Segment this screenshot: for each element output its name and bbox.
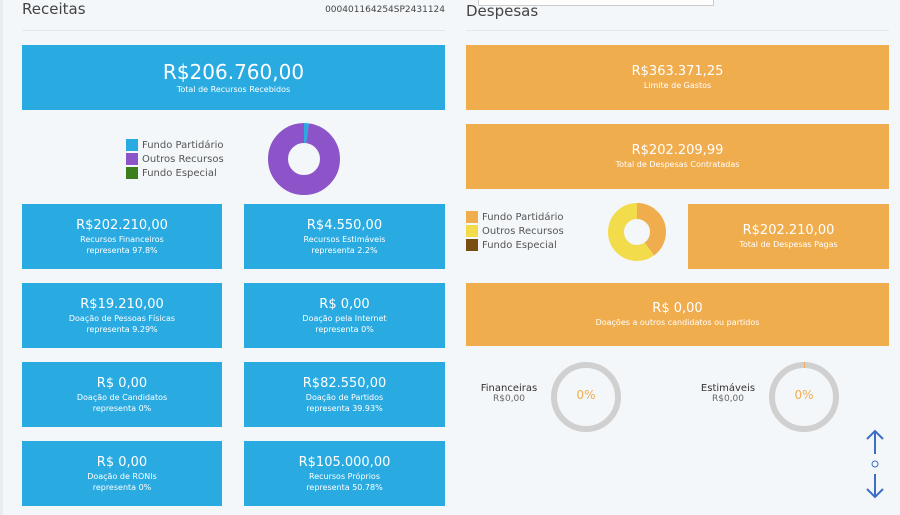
- card-label: Doação de Candidatos: [76, 392, 168, 402]
- gauge-estimaveis-text: Estimáveis R$0,00: [697, 383, 759, 404]
- gauge-estimaveis-pct: 0%: [794, 388, 814, 402]
- legend-swatch-fundo-partidario: [126, 139, 138, 151]
- gauge-track: [551, 362, 621, 432]
- card-pct: representa 97.8%: [86, 245, 158, 255]
- legend-swatch-outros-recursos: [126, 153, 138, 165]
- card-doacao-partidos: R$82.550,00 Doação de Partidos represent…: [244, 362, 445, 427]
- card-recursos-proprios: R$105.000,00 Recursos Próprios represent…: [244, 441, 445, 506]
- gauge-financeiras: [551, 362, 621, 432]
- receitas-total-label: Total de Recursos Recebidos: [176, 85, 291, 94]
- card-label: Recursos Financeiros: [80, 234, 164, 244]
- dot-indicator-icon[interactable]: [864, 456, 886, 472]
- card-amount: R$ 0,00: [319, 296, 370, 312]
- despesas-contratadas-card: R$202.209,99 Total de Despesas Contratad…: [466, 124, 889, 189]
- legend-swatch-fundo-especial: [126, 167, 138, 179]
- gauge-label: Estimáveis: [700, 383, 756, 394]
- gauge-value: R$0,00: [711, 394, 745, 404]
- card-amount: R$105.000,00: [298, 454, 391, 470]
- receitas-legend: Fundo Partidário Outros Recursos Fundo E…: [126, 138, 224, 180]
- legend-label: Fundo Especial: [142, 167, 217, 179]
- card-pct: representa 39.93%: [306, 403, 383, 413]
- card-amount: R$4.550,00: [306, 217, 383, 233]
- card-amount: R$82.550,00: [302, 375, 387, 391]
- despesas-pagas-card: R$202.210,00 Total de Despesas Pagas: [688, 204, 889, 269]
- legend-label: Outros Recursos: [482, 225, 564, 237]
- legend-swatch-fundo-especial: [466, 239, 478, 251]
- card-amount: R$ 0,00: [96, 375, 148, 391]
- legend-label: Outros Recursos: [142, 153, 224, 165]
- legend-item: Outros Recursos: [126, 152, 224, 166]
- pagas-amount: R$202.210,00: [742, 223, 835, 238]
- arrow-up-icon[interactable]: [864, 428, 886, 456]
- donut-slice[interactable]: [608, 203, 666, 261]
- legend-label: Fundo Partidário: [142, 139, 224, 151]
- legend-item: Fundo Partidário: [126, 138, 224, 152]
- card-pct: representa 0%: [315, 324, 374, 334]
- gauge-label: Financeiras: [480, 383, 538, 394]
- donut-slice[interactable]: [268, 123, 340, 195]
- contratadas-amount: R$202.209,99: [631, 143, 724, 158]
- card-doacao-candidatos: R$ 0,00 Doação de Candidatos representa …: [22, 362, 222, 427]
- gauge-value: R$0,00: [492, 394, 526, 404]
- arrow-down-icon[interactable]: [864, 472, 886, 500]
- receitas-donut-chart[interactable]: [268, 123, 340, 195]
- legend-swatch-fundo-partidario: [466, 211, 478, 223]
- legend-label: Fundo Partidário: [482, 211, 564, 223]
- despesas-divider: [466, 30, 889, 31]
- legend-swatch-outros-recursos: [466, 225, 478, 237]
- card-pct: representa 50.78%: [306, 482, 383, 492]
- limite-label: Limite de Gastos: [643, 81, 712, 90]
- card-amount: R$202.210,00: [76, 217, 168, 233]
- card-pct: representa 0%: [92, 403, 152, 413]
- popup-edge: [478, 0, 714, 6]
- gauge-estimaveis: [769, 362, 839, 432]
- card-pct: representa 0%: [92, 482, 152, 492]
- despesas-legend: Fundo Partidário Outros Recursos Fundo E…: [466, 210, 564, 252]
- contratadas-label: Total de Despesas Contratadas: [615, 160, 740, 169]
- despesas-title: Despesas: [466, 2, 539, 20]
- card-label: Doação de RONIs: [87, 471, 157, 481]
- card-pct: representa 9.29%: [86, 324, 158, 334]
- despesas-donut-chart[interactable]: [608, 203, 666, 261]
- doacoes-amount: R$ 0,00: [652, 301, 703, 316]
- card-label: Recursos Estimáveis: [303, 234, 386, 244]
- legend-item: Fundo Partidário: [466, 210, 564, 224]
- card-label: Doação pela Internet: [302, 313, 387, 323]
- card-amount: R$19.210,00: [80, 296, 164, 312]
- pagas-label: Total de Despesas Pagas: [739, 240, 838, 249]
- receitas-title: Receitas: [22, 0, 86, 18]
- legend-item: Outros Recursos: [466, 224, 564, 238]
- receitas-divider: [22, 30, 445, 31]
- limite-gastos-card: R$363.371,25 Limite de Gastos: [466, 45, 889, 110]
- card-recursos-financeiros: R$202.210,00 Recursos Financeiros repres…: [22, 204, 222, 269]
- card-doacao-internet: R$ 0,00 Doação pela Internet representa …: [244, 283, 445, 348]
- gauge-fill: [769, 362, 839, 432]
- doacoes-outros-card: R$ 0,00 Doações a outros candidatos ou p…: [466, 283, 889, 346]
- limite-amount: R$363.371,25: [631, 64, 724, 79]
- legend-item: Fundo Especial: [466, 238, 564, 252]
- receitas-code: 000401164254SP2431124: [325, 5, 445, 15]
- card-amount: R$ 0,00: [96, 454, 148, 470]
- receitas-total-card: R$206.760,00 Total de Recursos Recebidos: [22, 45, 445, 110]
- card-pct: representa 2.2%: [311, 245, 378, 255]
- gauge-financeiras-pct: 0%: [576, 388, 596, 402]
- card-doacao-pessoas-fisicas: R$19.210,00 Doação de Pessoas Físicas re…: [22, 283, 222, 348]
- card-recursos-estimaveis: R$4.550,00 Recursos Estimáveis represent…: [244, 204, 445, 269]
- legend-item: Fundo Especial: [126, 166, 224, 180]
- left-edge-border: [0, 0, 3, 515]
- scroll-nav: [864, 428, 886, 500]
- card-label: Doação de Partidos: [305, 392, 384, 402]
- receitas-total-amount: R$206.760,00: [162, 60, 305, 84]
- card-label: Doação de Pessoas Físicas: [68, 313, 176, 323]
- gauge-financeiras-text: Financeiras R$0,00: [478, 383, 540, 404]
- card-doacao-ronis: R$ 0,00 Doação de RONIs representa 0%: [22, 441, 222, 506]
- doacoes-label: Doações a outros candidatos ou partidos: [595, 318, 760, 327]
- card-label: Recursos Próprios: [309, 471, 380, 481]
- legend-label: Fundo Especial: [482, 239, 557, 251]
